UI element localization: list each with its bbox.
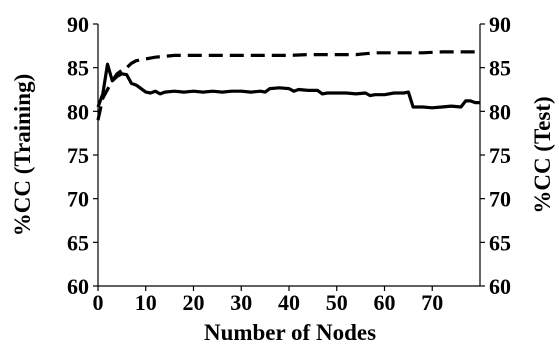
y-tick-label-left: 75 xyxy=(67,143,89,168)
y-tick-label-right: 90 xyxy=(489,12,511,37)
y-tick-label-left: 65 xyxy=(67,230,89,255)
x-tick-label: 70 xyxy=(421,290,443,315)
series-line-solid xyxy=(96,62,480,110)
x-tick-label: 20 xyxy=(183,290,205,315)
y-tick-label-left: 70 xyxy=(67,187,89,212)
y-axis-title-right: %CC (Test) xyxy=(530,96,555,213)
y-tick-label-right: 65 xyxy=(489,230,511,255)
y-tick-label-right: 75 xyxy=(489,143,511,168)
y-tick-label-left: 85 xyxy=(67,56,89,81)
y-axis-title-left: %CC (Training) xyxy=(10,74,35,237)
x-axis-title: Number of Nodes xyxy=(204,320,376,345)
x-tick-label: 60 xyxy=(374,290,396,315)
x-tick-label: 10 xyxy=(135,290,157,315)
series-line-dashed xyxy=(96,50,480,121)
y-tick-label-right: 60 xyxy=(489,274,511,299)
x-tick-label: 40 xyxy=(278,290,300,315)
x-tick-label: 50 xyxy=(326,290,348,315)
y-ticks-right: 60 65 70 75 80 85 90 xyxy=(480,12,511,299)
x-tick-label: 0 xyxy=(93,290,104,315)
x-tick-label: 30 xyxy=(230,290,252,315)
y-tick-label-left: 60 xyxy=(67,274,89,299)
x-ticks: 0 10 20 30 40 50 60 70 xyxy=(93,286,443,315)
y-tick-label-right: 85 xyxy=(489,56,511,81)
axes xyxy=(97,24,481,287)
y-tick-label-left: 90 xyxy=(67,12,89,37)
y-tick-label-right: 70 xyxy=(489,187,511,212)
series-group xyxy=(96,50,480,121)
y-ticks-left: 60 65 70 75 80 85 90 xyxy=(67,12,98,299)
y-tick-label-right: 80 xyxy=(489,99,511,124)
y-tick-label-left: 80 xyxy=(67,99,89,124)
